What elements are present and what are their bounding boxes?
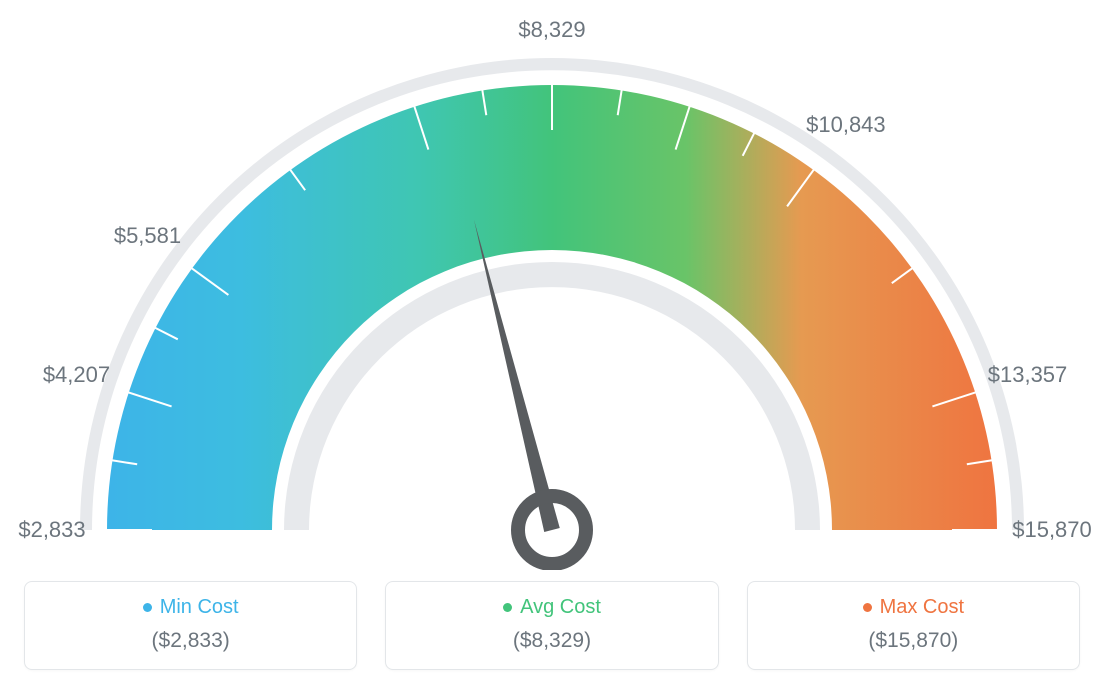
gauge-tick-label: $10,843 [806,112,886,138]
gauge-chart-container: $2,833 $4,207 $5,581 $8,329 $10,843 $13,357 $1… [0,0,1104,690]
legend-card-min: Min Cost ($2,833) [24,581,357,670]
legend-dot-avg [503,603,512,612]
legend-value-max: ($15,870) [758,629,1069,653]
gauge-area: $2,833 $4,207 $5,581 $8,329 $10,843 $13,357 $1… [0,0,1104,570]
legend-dot-min [143,603,152,612]
gauge-tick-label: $2,833 [18,517,85,543]
legend-dot-max [863,603,872,612]
gauge-svg [0,0,1104,570]
legend-card-max: Max Cost ($15,870) [747,581,1080,670]
legend-title-avg: Avg Cost [503,596,601,619]
legend-title-max-text: Max Cost [880,596,964,619]
gauge-tick-label: $8,329 [518,17,585,43]
legend-title-avg-text: Avg Cost [520,596,601,619]
gauge-tick-label: $15,870 [1012,517,1092,543]
gauge-arc [107,85,997,530]
gauge-tick-label: $13,357 [988,362,1068,388]
legend-title-min: Min Cost [143,596,239,619]
legend-title-max: Max Cost [863,596,964,619]
legend-value-min: ($2,833) [35,629,346,653]
gauge-tick-label: $5,581 [114,223,181,249]
legend-title-min-text: Min Cost [160,596,239,619]
legend-card-avg: Avg Cost ($8,329) [385,581,718,670]
legend-row: Min Cost ($2,833) Avg Cost ($8,329) Max … [0,581,1104,670]
legend-value-avg: ($8,329) [396,629,707,653]
gauge-tick-label: $4,207 [43,362,110,388]
